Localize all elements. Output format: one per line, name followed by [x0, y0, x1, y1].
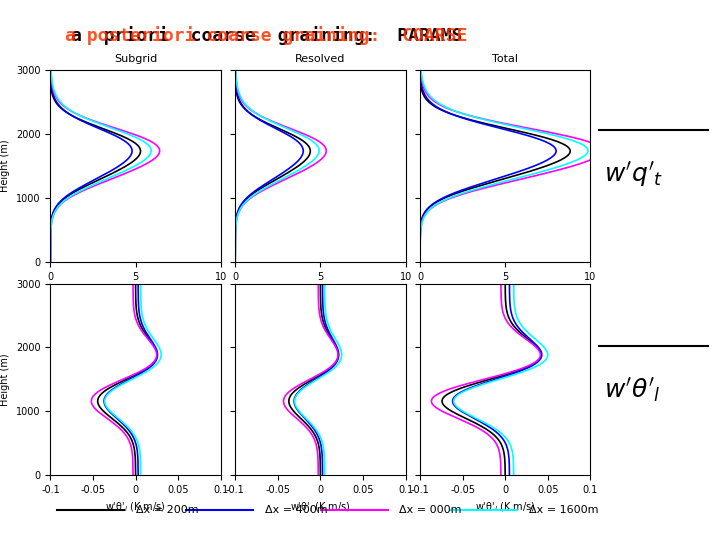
Title: Resolved: Resolved [295, 54, 346, 64]
X-axis label: w'q$'_t$ (m/s): w'q$'_t$ (m/s) [109, 287, 162, 301]
Text: Δx = 000m: Δx = 000m [400, 505, 462, 515]
X-axis label: w'q$'_t$ (m/s): w'q$'_t$ (m/s) [479, 287, 531, 301]
Text: x 10$^{-5}$: x 10$^{-5}$ [374, 296, 402, 309]
Text: Δx = 1600m: Δx = 1600m [528, 505, 598, 515]
X-axis label: w'q$'_t$ (m/s): w'q$'_t$ (m/s) [294, 287, 346, 301]
Text: x 10$^{-5}$: x 10$^{-5}$ [189, 296, 217, 309]
Text: a  priori  coarse  graining:  PARAMS: a priori coarse graining: PARAMS [71, 26, 462, 45]
X-axis label: w'θ$'_l$ (K m/s): w'θ$'_l$ (K m/s) [474, 501, 536, 514]
Y-axis label: Height (m): Height (m) [1, 353, 11, 406]
Text: x 10$^{-5}$: x 10$^{-5}$ [559, 296, 587, 309]
X-axis label: w'θ$'_l$ (K m/s): w'θ$'_l$ (K m/s) [105, 501, 166, 514]
Text: Δx = 200m: Δx = 200m [135, 505, 198, 515]
Title: Subgrid: Subgrid [114, 54, 157, 64]
X-axis label: w'θ$'_l$ (K m/s): w'θ$'_l$ (K m/s) [290, 501, 351, 514]
Text: Δx = 400m: Δx = 400m [265, 505, 328, 515]
Text: $w'q'_t$: $w'q'_t$ [603, 160, 663, 190]
Title: Total: Total [492, 54, 518, 64]
Text: a posteriori coarse graining:  COARSE: a posteriori coarse graining: COARSE [66, 26, 467, 45]
Text: $w'\theta'_l$: $w'\theta'_l$ [603, 377, 660, 405]
Y-axis label: Height (m): Height (m) [1, 140, 11, 192]
